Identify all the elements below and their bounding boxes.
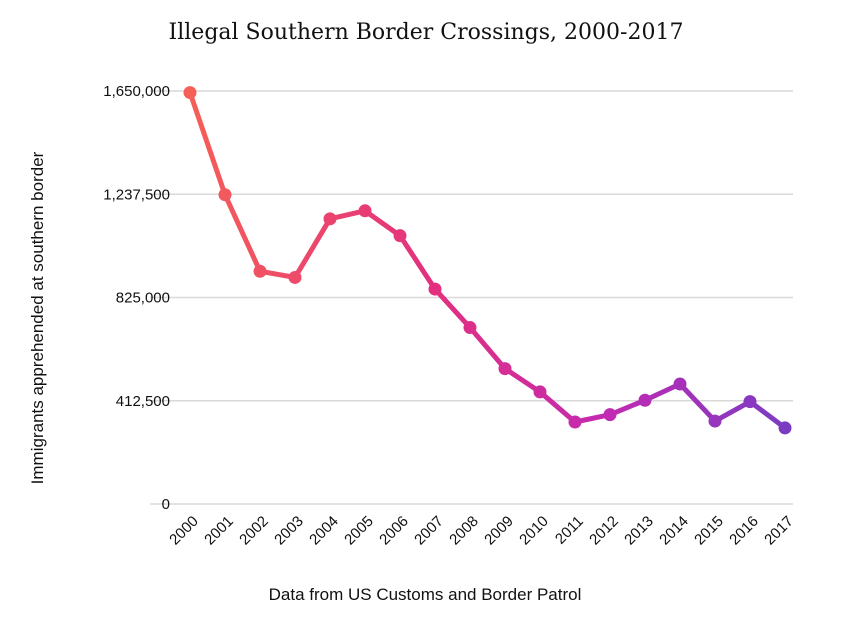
data-point-2005 [358, 204, 372, 218]
chart-title: Illegal Southern Border Crossings, 2000-… [169, 20, 684, 45]
y-tick-label: 412,500 [116, 393, 170, 410]
data-point-2003 [288, 270, 302, 284]
x-tick-label: 2004 [306, 513, 342, 549]
data-point-2015 [708, 414, 722, 428]
x-tick-label: 2013 [621, 513, 657, 549]
x-tick-label: 2016 [726, 513, 762, 549]
x-tick-label: 2010 [516, 513, 552, 549]
x-tick-label: 2007 [411, 513, 447, 549]
data-point-2000 [183, 86, 197, 100]
data-point-2010 [533, 385, 547, 399]
x-tick-label: 2011 [552, 513, 587, 548]
x-tick-label: 2015 [691, 513, 727, 549]
y-tick-label: 0 [162, 496, 170, 513]
data-point-2006 [393, 229, 407, 243]
gridlines [150, 90, 793, 505]
data-point-2016 [743, 395, 757, 409]
data-point-2014 [673, 377, 687, 391]
y-axis-ticks: 0 412,500 825,000 1,237,500 1,650,000 [103, 83, 170, 513]
x-tick-label: 2014 [656, 513, 692, 549]
x-axis-label: Data from US Customs and Border Patrol [269, 585, 582, 604]
data-point-2012 [603, 408, 617, 422]
y-tick-label: 1,237,500 [103, 186, 170, 203]
data-point-2011 [568, 415, 582, 429]
x-tick-label: 2017 [761, 513, 797, 549]
x-tick-label: 2000 [166, 513, 202, 549]
data-point-2007 [428, 282, 442, 296]
x-tick-label: 2006 [376, 513, 412, 549]
x-tick-label: 2008 [446, 513, 482, 549]
data-point-2009 [498, 362, 512, 376]
data-point-2017 [778, 421, 792, 435]
x-tick-label: 2002 [236, 513, 272, 549]
data-point-2013 [638, 393, 652, 407]
data-point-2002 [253, 264, 267, 278]
series-line [187, 91, 787, 430]
y-tick-label: 825,000 [116, 290, 170, 307]
x-tick-label: 2001 [201, 513, 237, 549]
x-tick-label: 2003 [271, 513, 307, 549]
series-points [183, 86, 792, 435]
data-point-2001 [218, 188, 232, 202]
y-axis-label: Immigrants apprehended at southern borde… [28, 151, 47, 484]
y-tick-label: 1,650,000 [103, 83, 170, 100]
x-tick-label: 2009 [481, 513, 517, 549]
x-axis-ticks: 2000 2001 2002 2003 2004 2005 2006 2007 2008 2009… [166, 513, 797, 549]
data-point-2008 [463, 321, 477, 335]
x-tick-label: 2005 [341, 513, 377, 549]
data-point-2004 [323, 212, 337, 226]
x-tick-label: 2012 [586, 513, 622, 549]
